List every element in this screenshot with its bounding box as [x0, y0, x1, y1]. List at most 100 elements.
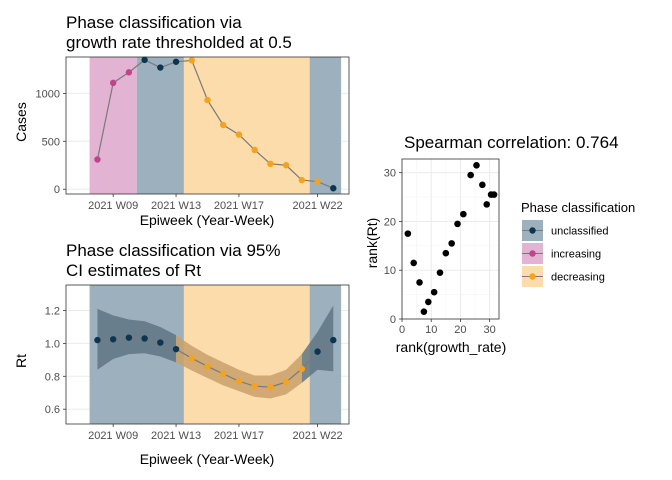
data-point-unclassified	[109, 336, 117, 343]
scatter-point	[404, 230, 412, 237]
legend-label-increasing: increasing	[551, 249, 601, 261]
data-point-decreasing	[235, 378, 243, 385]
scatter-point	[483, 201, 491, 208]
legend-title: Phase classification	[521, 200, 635, 215]
scatter-point	[424, 298, 432, 306]
data-point-increasing	[94, 156, 101, 163]
panel3-plot-area: 0 10 20 30 0 10 20 30	[384, 158, 500, 336]
x-tick-label: 10	[425, 324, 437, 336]
y-tick-label: 10	[384, 265, 396, 277]
data-point-unclassified	[314, 348, 321, 355]
scatter-point	[436, 269, 444, 276]
panel1-plot-area: 2021 W09 2021 W13 2021 W17 2021 W22 0 500 1000	[36, 56, 350, 212]
data-point-unclassified	[94, 336, 101, 344]
scatter-point	[430, 288, 438, 296]
data-point-unclassified	[125, 334, 133, 341]
panel-border	[65, 284, 350, 425]
x-tick-label: 20	[454, 324, 466, 336]
scatter-point	[410, 259, 417, 267]
panel2-title-line2: CI estimates of Rt	[66, 261, 201, 280]
y-tick-label: 0.8	[45, 371, 60, 383]
panel3-title: Spearman correlation: 0.764	[404, 133, 619, 152]
scatter-point	[473, 162, 480, 169]
panel2-plot-area: 2021 W09 2021 W13 2021 W17 2021 W22 0.6 0.8 1.…	[45, 284, 350, 442]
data-point-unclassified	[157, 64, 164, 71]
panel-spearman-scatter: Spearman correlation: 0.764 0 10 20 30 0 10 20…	[364, 133, 619, 355]
legend-key-point-increasing	[529, 250, 536, 257]
data-point-decreasing	[220, 370, 227, 378]
panel1-title-line2: growth rate thresholded at 0.5	[66, 33, 292, 52]
y-tick-label: 1000	[36, 88, 60, 100]
x-tick-label: 2021 W17	[214, 200, 264, 212]
scatter-point	[467, 171, 474, 179]
y-tick-label: 0	[54, 184, 60, 196]
panel1-y-axis-title: Cases	[13, 102, 29, 142]
data-point-decreasing	[251, 382, 258, 390]
legend-keys: unclassified increasing decreasing	[522, 220, 608, 287]
y-tick-label: 20	[384, 216, 396, 228]
legend: Phase classification unclassified increas…	[521, 200, 635, 287]
data-point-decreasing	[235, 131, 243, 138]
panel-rt-phase: Phase classification via 95% CI estimate…	[13, 241, 350, 467]
panel1-title-line1: Phase classification via	[66, 13, 242, 32]
data-point-decreasing	[251, 146, 258, 154]
data-point-decreasing	[267, 160, 274, 168]
panel-border	[65, 56, 350, 195]
data-point-unclassified	[172, 58, 180, 65]
panel3-x-axis-title: rank(growth_rate)	[396, 339, 507, 355]
ci-ribbon-unclassified	[301, 305, 334, 383]
scatter-point	[420, 308, 428, 315]
data-point-increasing	[125, 69, 133, 76]
data-point-decreasing	[298, 365, 306, 373]
panel-border	[401, 158, 500, 320]
data-point-decreasing	[204, 363, 211, 370]
data-point-decreasing	[314, 178, 321, 185]
data-point-decreasing	[282, 378, 290, 386]
ci-ribbon-unclassified	[97, 308, 177, 370]
phase-band-unclassified	[309, 57, 342, 194]
x-tick-label: 2021 W09	[88, 430, 138, 442]
legend-key-point-decreasing	[529, 273, 536, 280]
y-tick-label: 500	[42, 136, 60, 148]
legend-label-decreasing: decreasing	[551, 272, 605, 284]
x-tick-label: 2021 W13	[151, 200, 201, 212]
panel2-x-axis-title: Epiweek (Year-Week)	[140, 451, 275, 467]
phase-band-unclassified	[136, 57, 184, 194]
scatter-point	[460, 210, 467, 218]
data-point-unclassified	[330, 336, 337, 344]
y-tick-label: 1.0	[45, 338, 60, 350]
x-tick-label: 2021 W22	[292, 430, 342, 442]
y-tick-label: 0.6	[45, 404, 60, 416]
panel2-y-axis-title: Rt	[13, 354, 29, 368]
data-point-increasing	[109, 79, 117, 87]
scatter-point	[448, 240, 455, 247]
phase-band-decreasing	[183, 57, 310, 194]
ci-ribbon-decreasing	[176, 335, 302, 399]
series-line	[97, 337, 334, 388]
data-point-unclassified	[157, 339, 164, 346]
series-line	[96, 59, 334, 189]
x-tick-label: 2021 W09	[88, 200, 138, 212]
x-tick-label: 30	[484, 324, 496, 336]
data-point-decreasing	[267, 383, 274, 391]
panel1-x-axis-title: Epiweek (Year-Week)	[140, 212, 275, 228]
scatter-point	[454, 220, 461, 228]
data-point-unclassified	[172, 345, 180, 353]
x-tick-label: 2021 W22	[292, 200, 342, 212]
panel3-y-axis-title: rank(Rt)	[364, 218, 380, 269]
y-tick-label: 30	[384, 168, 396, 180]
panel2-title-line1: Phase classification via 95%	[66, 241, 281, 260]
panel-growth-rate-phase: Phase classification via growth rate thr…	[13, 13, 350, 228]
data-point-decreasing	[282, 162, 290, 169]
data-point-decreasing	[298, 176, 306, 184]
x-tick-label: 2021 W13	[151, 430, 201, 442]
y-tick-label: 1.2	[45, 305, 60, 317]
phase-band-increasing	[89, 57, 137, 194]
scatter-point	[442, 249, 450, 257]
scatter-point	[479, 181, 486, 189]
x-tick-label: 2021 W17	[214, 430, 264, 442]
data-point-decreasing	[188, 355, 195, 362]
data-point-unclassified	[141, 335, 148, 342]
legend-key-point-unclassified	[529, 227, 536, 234]
data-point-decreasing	[204, 96, 211, 104]
